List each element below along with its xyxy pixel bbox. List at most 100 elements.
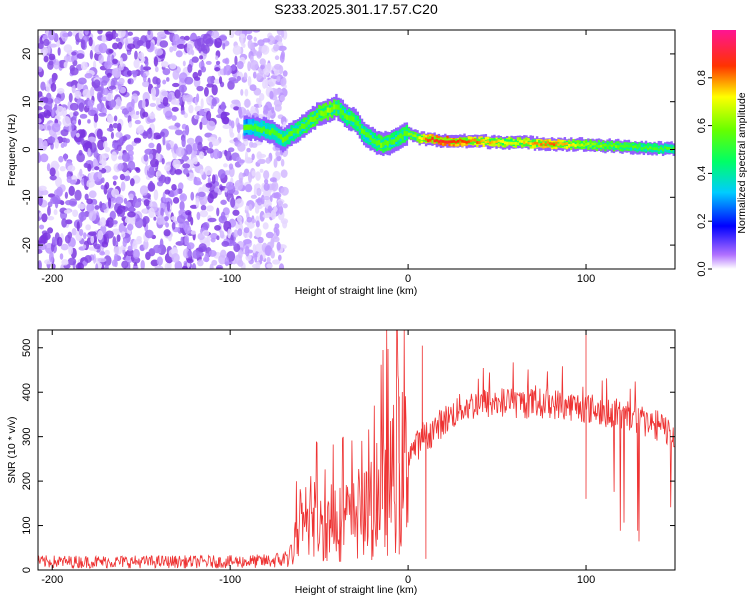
noise-speckle: [117, 83, 122, 91]
noise-speckle: [78, 30, 84, 40]
noise-speckle: [78, 102, 85, 113]
noise-speckle: [174, 129, 183, 136]
noise-speckle: [47, 125, 52, 131]
noise-speckle: [47, 227, 54, 234]
noise-speckle: [274, 55, 280, 60]
ridge-segment: [448, 140, 451, 144]
ridge-segment: [343, 113, 347, 119]
noise-speckle: [270, 250, 275, 259]
ridge-segment: [418, 136, 421, 140]
ridge-segment: [578, 144, 582, 147]
noise-speckle: [247, 39, 253, 50]
ridge-segment: [576, 143, 579, 147]
noise-speckle: [211, 174, 216, 185]
noise-speckle: [182, 60, 186, 67]
ridge-segment: [307, 119, 310, 125]
noise-speckle: [277, 254, 282, 261]
noise-speckle: [97, 30, 103, 35]
noise-speckle: [244, 245, 250, 257]
noise-speckle: [57, 87, 65, 94]
noise-speckle: [277, 45, 287, 52]
ridge-segment: [580, 143, 584, 147]
noise-speckle: [205, 96, 214, 104]
noise-speckle: [219, 230, 225, 239]
noise-speckle: [154, 66, 159, 73]
noise-speckle: [79, 113, 88, 119]
noise-speckle: [49, 175, 57, 181]
ridge-segment: [629, 145, 633, 151]
noise-speckle: [200, 200, 205, 206]
noise-speckle: [101, 34, 107, 43]
noise-speckle: [176, 215, 186, 224]
noise-speckle: [279, 94, 286, 102]
noise-speckle: [131, 256, 141, 264]
noise-speckle: [264, 68, 270, 76]
noise-speckle: [253, 186, 257, 197]
noise-speckle: [243, 72, 248, 81]
noise-speckle: [73, 134, 83, 143]
ridge-segment: [491, 140, 494, 144]
noise-speckle: [163, 229, 171, 237]
noise-speckle: [273, 63, 282, 70]
noise-speckle: [209, 263, 214, 269]
noise-speckle: [224, 170, 231, 176]
ridge-segment: [358, 124, 362, 130]
ridge-segment: [482, 138, 485, 142]
ridge-segment: [655, 147, 658, 151]
colorbar-label: Normalized spectral amplitude: [736, 92, 748, 233]
noise-speckle: [126, 51, 132, 56]
ridge-segment: [362, 129, 366, 135]
ridge-segment: [256, 126, 259, 132]
noise-speckle: [188, 104, 194, 114]
noise-speckle: [155, 134, 162, 140]
noise-speckle: [259, 254, 263, 262]
noise-speckle: [116, 144, 122, 152]
noise-speckle: [87, 147, 91, 158]
ridge-segment: [395, 136, 398, 142]
noise-speckle: [67, 231, 73, 239]
noise-speckle: [38, 66, 43, 73]
noise-speckle: [140, 64, 144, 75]
noise-speckle: [162, 68, 171, 76]
ridge-segment: [392, 139, 396, 145]
noise-speckle: [266, 256, 271, 264]
noise-speckle: [75, 132, 80, 138]
noise-speckle: [169, 63, 177, 70]
noise-speckle: [197, 259, 204, 267]
noise-speckle: [116, 208, 123, 215]
noise-speckle: [48, 60, 54, 66]
noise-speckle: [220, 111, 228, 121]
noise-speckle: [255, 220, 260, 228]
ridge-segment: [356, 121, 359, 127]
colorbar-tick-label: 0.0: [696, 261, 708, 276]
noise-speckle: [276, 75, 281, 83]
ridge-segment: [414, 134, 417, 138]
noise-speckle: [144, 60, 149, 67]
noise-speckle: [199, 209, 209, 218]
ridge-segment: [506, 141, 509, 145]
noise-speckle: [40, 46, 49, 56]
noise-speckle: [175, 50, 183, 58]
noise-speckle: [84, 193, 89, 201]
ridge-segment: [471, 138, 475, 142]
noise-speckle: [210, 237, 216, 243]
noise-speckle: [42, 140, 48, 150]
noise-speckle: [239, 33, 246, 39]
snr-y-tick-label: 0: [21, 567, 33, 573]
noise-speckle: [117, 163, 124, 171]
noise-speckle: [48, 251, 54, 263]
noise-speckle: [197, 141, 203, 152]
noise-speckle: [180, 236, 184, 244]
noise-speckle: [240, 35, 244, 46]
ridge-segment: [266, 129, 270, 135]
ridge-segment: [341, 110, 345, 116]
noise-speckle: [68, 246, 73, 255]
noise-speckle: [257, 39, 265, 46]
noise-speckle: [211, 97, 217, 107]
ridge-segment: [617, 145, 620, 149]
ridge-segment: [452, 140, 456, 143]
noise-speckle: [255, 261, 261, 269]
ridge-segment: [657, 148, 661, 152]
noise-speckle: [182, 94, 187, 102]
noise-speckle: [88, 190, 97, 199]
